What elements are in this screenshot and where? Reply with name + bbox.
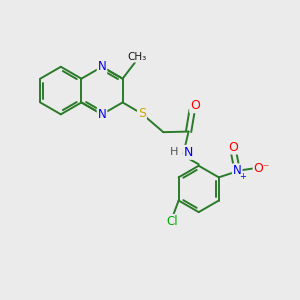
- Text: CH₃: CH₃: [127, 52, 146, 62]
- Text: N: N: [233, 164, 242, 177]
- Text: N: N: [98, 60, 106, 73]
- Text: N: N: [183, 146, 193, 159]
- Text: H: H: [169, 147, 178, 158]
- Text: +: +: [239, 172, 246, 181]
- Text: N: N: [98, 108, 106, 121]
- Text: O: O: [229, 140, 238, 154]
- Text: S: S: [138, 107, 146, 120]
- Text: O⁻: O⁻: [254, 162, 270, 175]
- Text: Cl: Cl: [166, 215, 178, 228]
- Text: O: O: [190, 99, 200, 112]
